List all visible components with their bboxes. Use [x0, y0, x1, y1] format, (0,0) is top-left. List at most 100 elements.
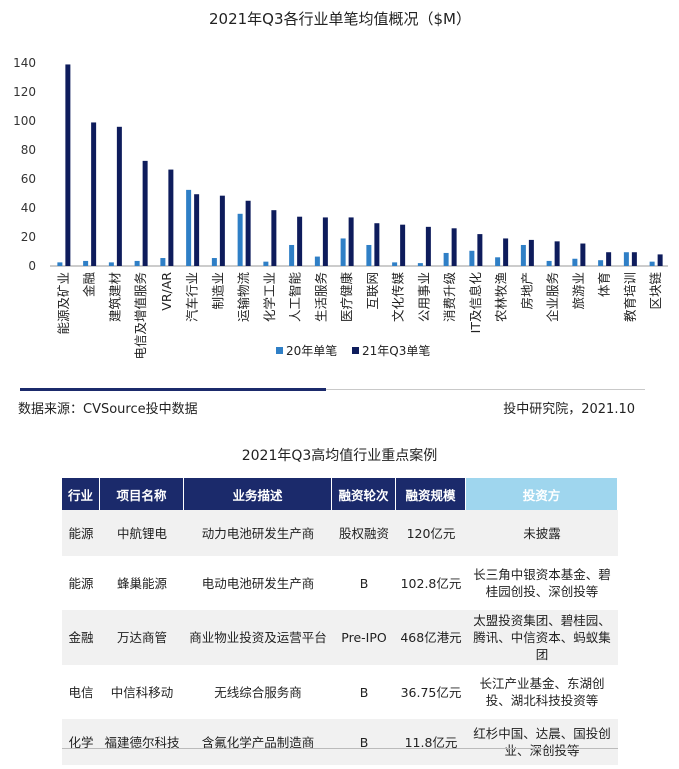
bar-2021q3 [451, 228, 457, 266]
x-tick-label: 互联网 [365, 272, 380, 310]
bar-2020 [469, 250, 475, 266]
cell-industry: 能源 [62, 560, 100, 610]
y-tick-label: 140 [13, 56, 36, 70]
table-row: 化学 福建德尔科技 含氟化学产品制造商 B 11.8亿元 红杉中国、达晨、国投创业、深创投… [62, 719, 618, 769]
cell-investors: 红杉中国、达晨、国投创业、深创投等 [466, 719, 618, 769]
bar-2020 [263, 261, 269, 266]
bar-2021q3 [271, 210, 277, 266]
cell-round: B [332, 719, 396, 769]
bar-2020 [598, 260, 604, 266]
cell-amount: 11.8亿元 [396, 719, 466, 769]
bars [57, 64, 663, 266]
x-tick-label: 电信及增值服务 [133, 272, 148, 360]
y-axis: 0 20 40 60 80 100 120 140 [13, 56, 36, 273]
cell-investors: 太盟投资集团、碧桂园、腾讯、中信资本、蚂蚁集团 [466, 610, 618, 669]
x-tick-label: VR/AR [159, 272, 174, 311]
cell-investors: 长江产业基金、东湖创投、湖北科技投资等 [466, 669, 618, 719]
x-tick-label: 能源及矿业 [56, 272, 71, 335]
bar-2021q3 [168, 169, 174, 266]
x-tick-label: 体育 [597, 272, 612, 297]
y-tick-label: 60 [21, 172, 36, 186]
bar-2021q3 [631, 252, 637, 266]
data-source: 数据来源：CVSource投中数据 [18, 402, 198, 417]
bar-2020 [83, 260, 89, 266]
bar-2020 [392, 262, 398, 266]
table-title: 2021年Q3高均值行业重点案例 [241, 448, 438, 464]
header-project: 项目名称 [100, 478, 184, 510]
cell-round: 股权融资 [332, 510, 396, 560]
cell-industry: 电信 [62, 669, 100, 719]
bar-2020 [340, 238, 346, 266]
bar-2021q3 [528, 239, 534, 266]
cell-project: 万达商管 [100, 610, 184, 669]
cell-business: 电动电池研发生产商 [184, 560, 332, 610]
bar-2020 [520, 244, 526, 266]
header-investors: 投资方 [466, 478, 618, 510]
bar-chart: 2021年Q3各行业单笔均值概况（$M） 020406080100120140 … [13, 10, 668, 360]
bar-2021q3 [322, 217, 328, 266]
bar-2020 [160, 258, 166, 266]
bar-2021q3 [425, 226, 431, 266]
bar-2021q3 [580, 243, 586, 266]
cases-table: 行业 项目名称 业务描述 融资轮次 融资规模 投资方 能源 中航锂电 动力电池研发生… [62, 478, 618, 769]
x-tick-label: 制造业 [210, 272, 225, 310]
bar-2020 [108, 262, 114, 266]
header-business: 业务描述 [184, 478, 332, 510]
x-tick-label: 汽车行业 [185, 272, 200, 322]
bar-2021q3 [374, 223, 380, 266]
cell-industry: 能源 [62, 510, 100, 560]
x-tick-label: 文化传媒 [391, 272, 406, 323]
cell-round: Pre-IPO [332, 610, 396, 669]
x-tick-label: 公用事业 [416, 272, 431, 322]
x-tick-label: 农林牧渔 [494, 272, 509, 322]
publisher: 投中研究院，2021.10 [503, 402, 635, 417]
footer: 数据来源：CVSource投中数据 投中研究院，2021.10 [18, 398, 635, 417]
footer-accent-line [20, 388, 326, 391]
bar-2021q3 [194, 194, 200, 266]
bar-2021q3 [606, 252, 612, 266]
bar-2021q3 [503, 238, 509, 266]
x-axis-labels: 能源及矿业 金融 建筑建材 电信及增值服务 VR/AR 汽车行业 制造业 运输物流 化学工业 人工… [56, 272, 663, 360]
bar-2021q3 [116, 126, 122, 266]
bar-2021q3 [400, 224, 406, 266]
table-row: 电信 中信科移动 无线综合服务商 B 36.75亿元 长江产业基金、东湖创投、湖北科技投资… [62, 669, 618, 719]
bar-2020 [289, 244, 295, 266]
x-tick-label: 区块链 [648, 272, 663, 310]
bar-2020 [623, 252, 629, 266]
cell-investors: 未披露 [466, 510, 618, 560]
table-row: 金融 万达商管 商业物业投资及运营平台 Pre-IPO 468亿港元 太盟投资集团、碧桂园… [62, 610, 618, 669]
cell-round: B [332, 560, 396, 610]
bar-2020 [572, 258, 578, 266]
cell-business: 商业物业投资及运营平台 [184, 610, 332, 669]
y-tick-label: 100 [13, 114, 36, 128]
bar-2020 [186, 189, 192, 266]
bar-2021q3 [348, 217, 354, 266]
legend-swatch [352, 347, 359, 354]
y-tick-label: 120 [13, 85, 36, 99]
x-tick-label: 生活服务 [313, 272, 328, 322]
bar-2020 [546, 260, 552, 266]
footer-divider [326, 389, 645, 390]
y-tick-label: 40 [21, 201, 36, 215]
x-tick-label: 化学工业 [262, 272, 277, 322]
bar-2021q3 [477, 234, 483, 266]
legend: 20年单笔 21年Q3单笔 [276, 343, 430, 358]
cell-business: 含氟化学产品制造商 [184, 719, 332, 769]
x-tick-label: 运输物流 [236, 272, 251, 323]
x-tick-label: 旅游业 [571, 272, 586, 310]
cell-round: B [332, 669, 396, 719]
bar-2020 [211, 258, 217, 266]
bar-2021q3 [142, 160, 148, 266]
x-tick-label: 企业服务 [545, 272, 560, 322]
legend-swatch [276, 347, 283, 354]
bar-2020 [649, 261, 655, 266]
bar-2020 [134, 260, 140, 266]
bar-2021q3 [219, 195, 225, 266]
bar-2021q3 [657, 254, 663, 266]
bar-2020 [443, 252, 449, 266]
bar-2021q3 [91, 122, 97, 266]
cell-project: 中航锂电 [100, 510, 184, 560]
bar-2021q3 [245, 200, 251, 266]
cell-industry: 化学 [62, 719, 100, 769]
cell-project: 蜂巢能源 [100, 560, 184, 610]
